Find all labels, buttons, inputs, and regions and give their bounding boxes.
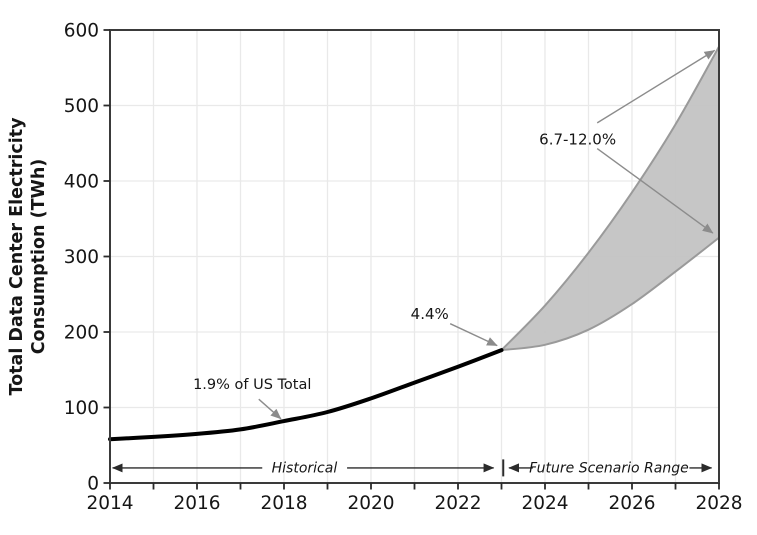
annotation-text: 4.4% (411, 305, 449, 323)
y-tick-label: 100 (64, 398, 99, 419)
y-axis-title-line: Consumption (TWh) (29, 159, 49, 355)
span-annotations: Historical Future Scenario Range (112, 459, 713, 477)
historical-consumption-line (108, 348, 504, 442)
future-range-band (500, 45, 720, 352)
x-tick-label: 2028 (695, 493, 742, 514)
x-tick-label: 2016 (173, 493, 220, 514)
annotations: 1.9% of US Total 4.4% 6.7-12.0% (193, 49, 716, 420)
annotation-arrow (258, 398, 282, 420)
y-tick-label: 200 (64, 323, 99, 344)
x-tick-label: 2024 (521, 493, 568, 514)
annotation-arrow (596, 49, 716, 124)
y-tick-label: 500 (64, 96, 99, 117)
span-label-text: Future Scenario Range (529, 460, 689, 476)
y-axis-title-line: Total Data Center Electricity (7, 117, 27, 396)
annotation-arrow (449, 323, 498, 347)
y-tick-label: 600 (64, 21, 99, 42)
historical-line (108, 348, 504, 442)
x-tick-label: 2022 (434, 493, 481, 514)
annotation-text: 6.7-12.0% (539, 130, 616, 148)
x-tick-label: 2014 (86, 493, 133, 514)
y-tick-label: 400 (64, 172, 99, 193)
x-tick-label: 2020 (347, 493, 394, 514)
y-axis-title: Total Data Center Electricity Consumption… (7, 117, 49, 396)
axis-ticks (103, 29, 720, 490)
annotation-arrow (596, 147, 714, 234)
y-tick-label: 300 (64, 247, 99, 268)
x-tick-label: 2026 (608, 493, 655, 514)
x-tick-label: 2018 (260, 493, 307, 514)
future-scenario-band (500, 45, 720, 352)
y-tick-label: 0 (87, 474, 99, 495)
axis-tick-labels: 2014 2016 2018 2020 2022 2024 2026 2028 0 100 200 3… (64, 21, 743, 515)
annotation-text: 1.9% of US Total (193, 377, 311, 393)
span-label-text: Historical (272, 460, 338, 476)
